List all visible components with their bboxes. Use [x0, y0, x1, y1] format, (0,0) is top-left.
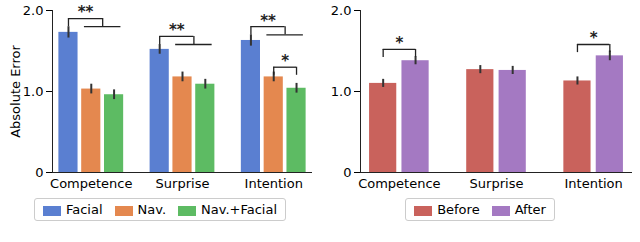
svg-text:2.0: 2.0: [331, 3, 352, 18]
svg-text:*: *: [395, 34, 403, 52]
svg-text:*: *: [281, 52, 289, 70]
svg-text:0: 0: [343, 165, 351, 180]
svg-text:Absolute Error: Absolute Error: [8, 45, 23, 138]
svg-text:Competence: Competence: [50, 176, 132, 191]
svg-text:Intention: Intention: [245, 176, 303, 191]
svg-text:Intention: Intention: [564, 176, 622, 191]
svg-text:2.0: 2.0: [23, 3, 44, 18]
html-text:Nav.: Nav.: [137, 202, 166, 217]
html-text:Nav.+Facial: Nav.+Facial: [201, 202, 277, 217]
svg-text:**: **: [260, 12, 276, 30]
html-text:Facial: Facial: [65, 202, 103, 217]
svg-text:Surprise: Surprise: [156, 176, 210, 191]
svg-text:Surprise: Surprise: [470, 176, 524, 191]
svg-text:0: 0: [35, 165, 43, 180]
html-text:After: After: [514, 202, 546, 217]
svg-text:**: **: [78, 3, 94, 21]
svg-text:**: **: [169, 21, 185, 39]
svg-text:1.0: 1.0: [331, 84, 352, 99]
svg-text:*: *: [590, 29, 598, 47]
html-text:Before: Before: [437, 202, 480, 217]
svg-text:1.0: 1.0: [23, 84, 44, 99]
svg-text:Competence: Competence: [358, 176, 440, 191]
